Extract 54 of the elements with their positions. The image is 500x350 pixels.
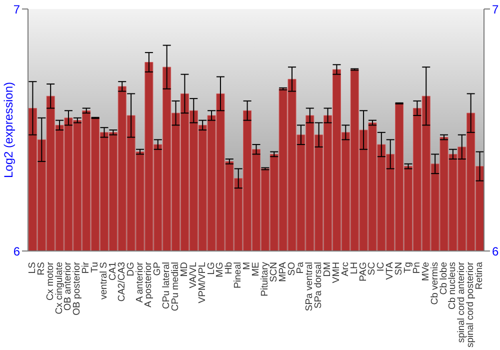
x-tick-label: Pineal [232, 262, 244, 288]
x-tick-label: GP [152, 262, 164, 276]
x-tick-label: CA1 [107, 262, 118, 280]
x-tick-label: PAG [358, 262, 369, 282]
x-tick-label: Pn [411, 262, 422, 274]
x-tick-label: CA2/CA3 [116, 262, 128, 302]
x-tick-label: spinal cord anterior [456, 262, 468, 343]
x-tick-label: DM [322, 262, 334, 277]
x-tick-label: Pa [295, 261, 306, 274]
x-tick-label: Cb nucleus [447, 262, 458, 310]
x-tick-label: CPu lateral [161, 262, 172, 309]
x-tick-label: SPa ventral [304, 262, 316, 312]
x-tick-label: Pir [80, 262, 92, 274]
x-tick-label: MVe [420, 262, 432, 282]
x-tick-label: SCN [268, 262, 280, 282]
y-axis-title: Log2 (expression) [1, 82, 16, 178]
x-tick-label: Cb vermis [429, 262, 440, 305]
y2-tick-label: 7 [492, 2, 499, 16]
x-tick-label: VTA [384, 261, 396, 280]
x-tick-label: OB posterior [72, 262, 83, 316]
x-tick-label: LS [26, 262, 38, 274]
x-tick-label: Cb lobe [438, 262, 450, 295]
x-tick-label: MPA [277, 261, 288, 282]
x-tick-label: RS [36, 262, 47, 276]
x-tick-label: VA/VL [188, 262, 199, 288]
x-tick-label: SO [286, 262, 298, 276]
x-tick-label: DG [125, 262, 136, 276]
x-tick-label: Tu [90, 262, 101, 273]
x-tick-label: VMH [330, 262, 342, 284]
x-tick-label: Cx motor [44, 262, 56, 301]
x-tick-label: Arc [340, 262, 351, 276]
x-tick-label: ME [250, 262, 262, 276]
x-tick-label: SPa dorsal [313, 262, 324, 308]
x-tick-label: MG [214, 262, 226, 278]
x-tick-label: Hb [224, 262, 235, 274]
x-tick-label: Retina [474, 261, 486, 290]
x-tick-label: VPM/VPL [196, 262, 208, 304]
x-tick-label: M [242, 262, 253, 270]
x-tick-label: SN [394, 262, 405, 276]
y2-tick-label: 6 [492, 244, 499, 258]
x-tick-label: spinal cord posterior [465, 262, 476, 348]
x-tick-label: Pituitary [259, 262, 270, 296]
x-tick-label: A anterior [134, 262, 146, 303]
x-tick-label: OB anterior [62, 262, 74, 311]
x-tick-label: CPu medial [170, 262, 182, 312]
x-tick-label: MD [178, 262, 190, 277]
x-tick-label: Tg [402, 262, 414, 274]
x-tick-label: LG [206, 262, 217, 275]
x-tick-label: Cx cingulate [54, 262, 65, 314]
x-tick-label: IC [376, 262, 387, 272]
x-tick-label: A posterior [143, 262, 154, 308]
x-tick-label: LH [348, 262, 360, 274]
x-tick-label: SC [366, 262, 378, 276]
x-tick-label: ventral S [98, 262, 110, 300]
